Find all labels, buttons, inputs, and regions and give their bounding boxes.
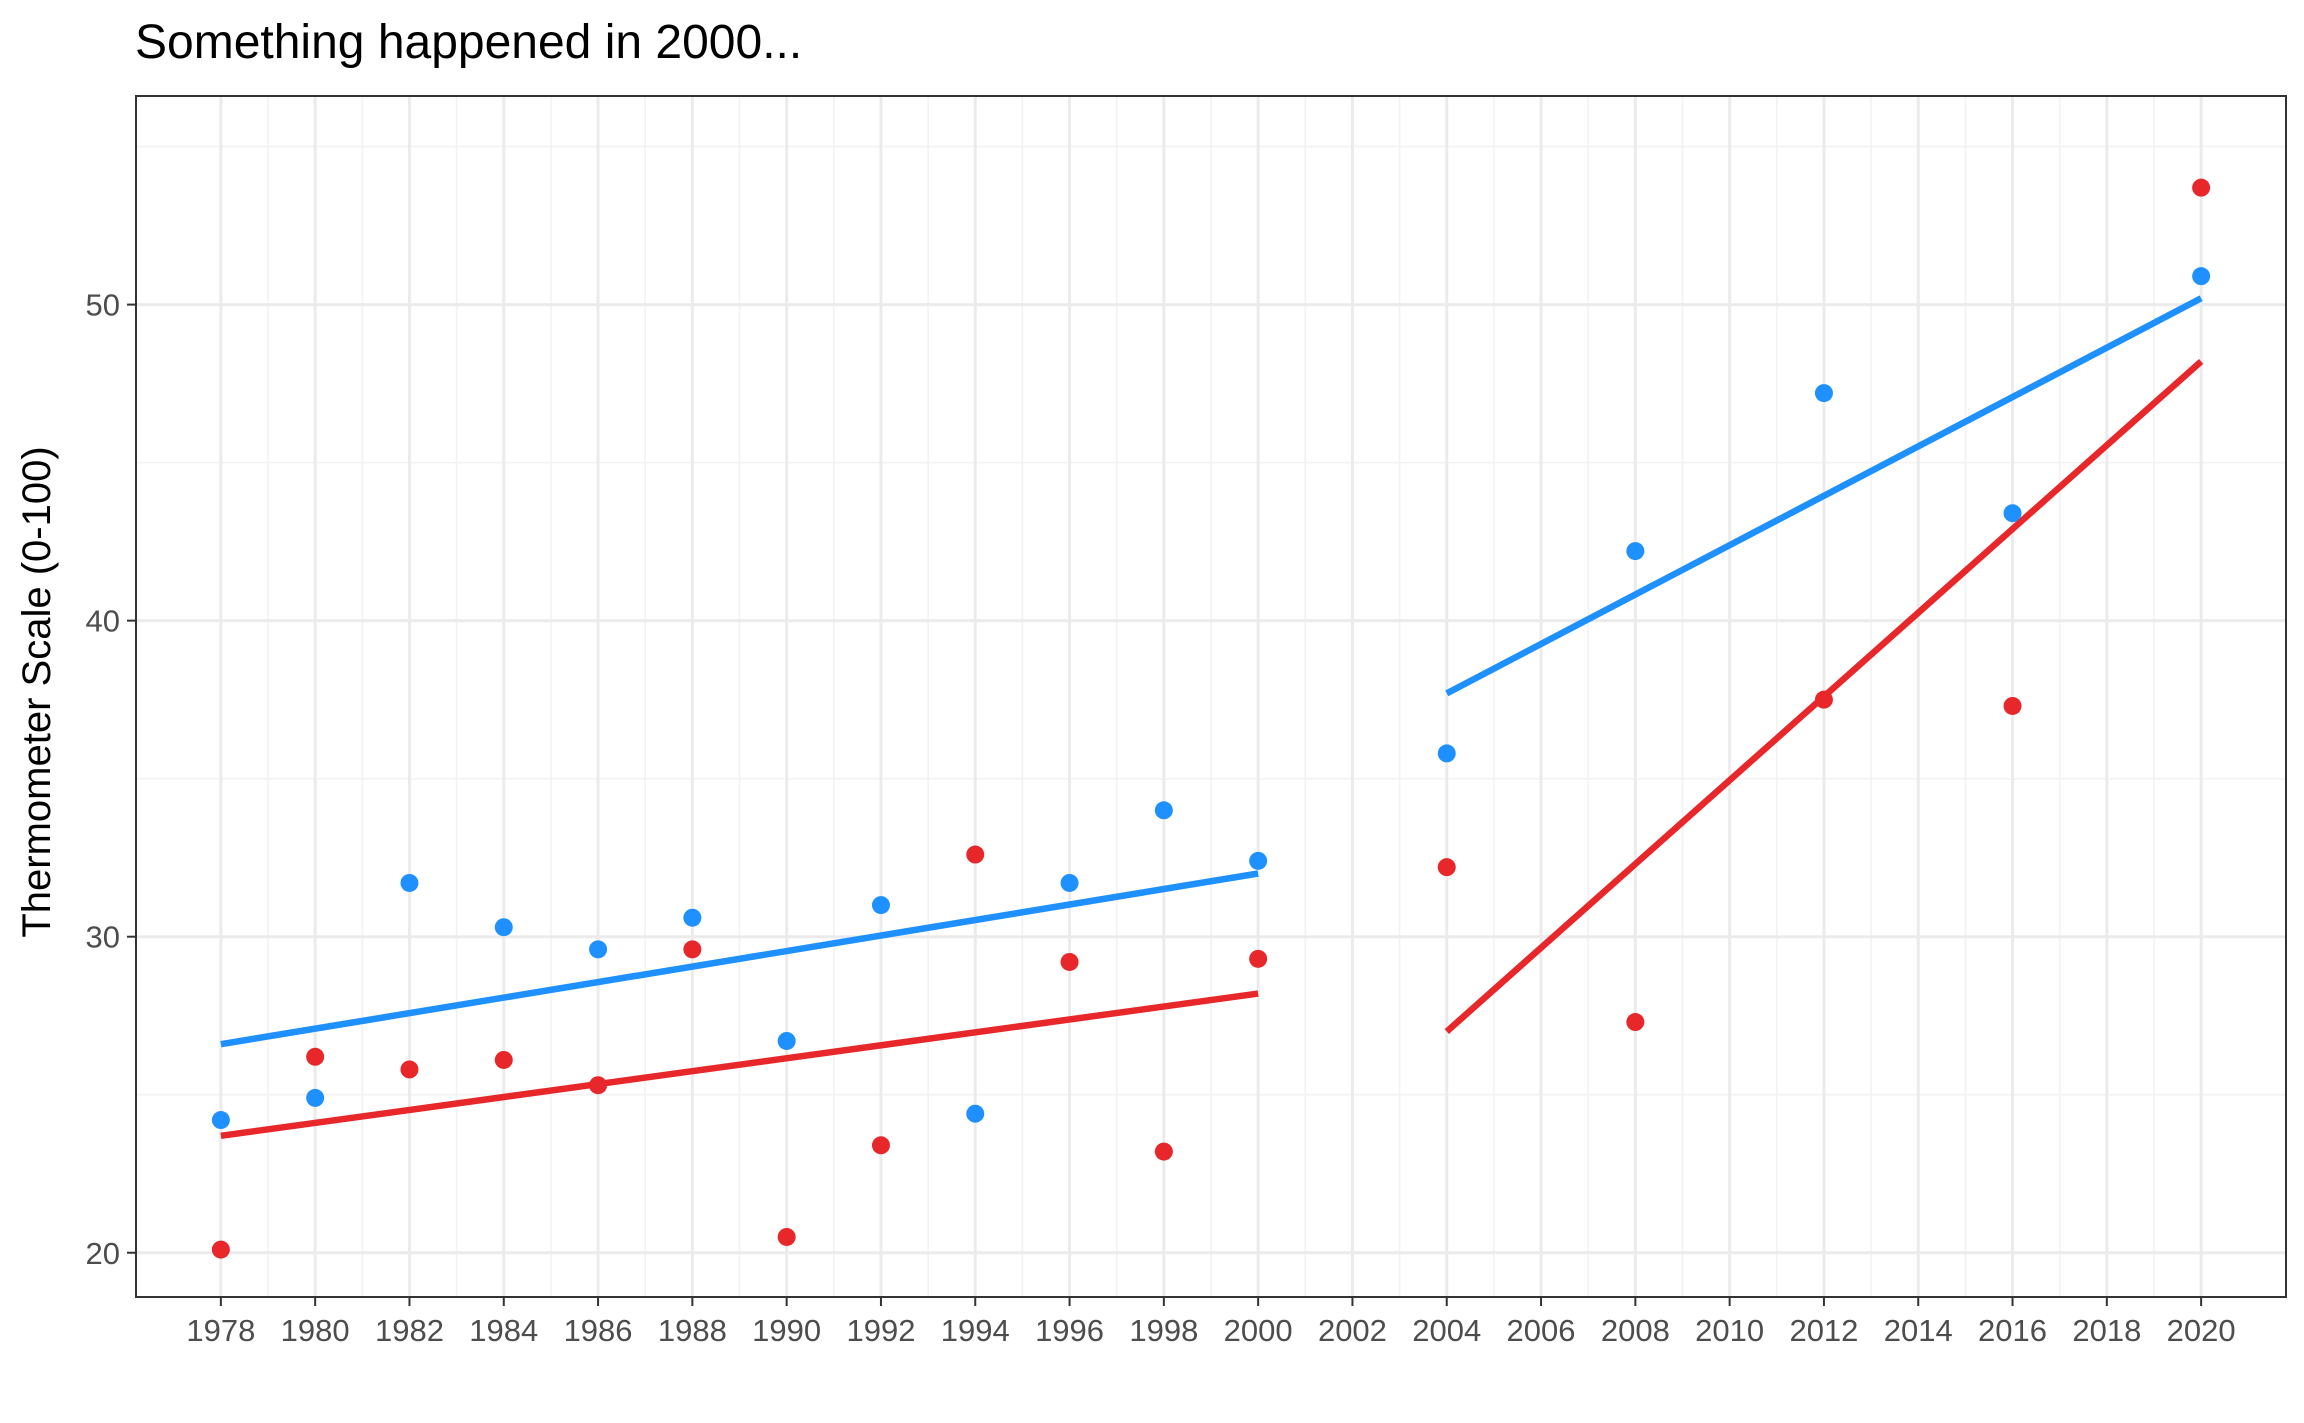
data-point [777, 1227, 796, 1246]
y-axis: 20 30 40 50 [86, 288, 136, 1271]
data-point [683, 940, 702, 959]
data-point [1437, 858, 1456, 877]
data-point [211, 1111, 230, 1130]
data-point [1437, 744, 1456, 763]
x-tick-label: 2010 [1695, 1313, 1764, 1348]
data-point [1626, 542, 1645, 561]
x-tick-label: 2004 [1412, 1313, 1481, 1348]
data-point [1814, 690, 1833, 709]
trend-line [220, 990, 1259, 1140]
data-point [2192, 178, 2211, 197]
data-point [589, 1076, 608, 1095]
data-point [211, 1240, 230, 1259]
x-tick-label: 2014 [1884, 1313, 1953, 1348]
x-tick-label: 1984 [469, 1313, 538, 1348]
x-tick-label: 1988 [658, 1313, 727, 1348]
y-tick-label: 20 [86, 1236, 120, 1271]
data-point [1814, 384, 1833, 403]
data-point [306, 1088, 325, 1107]
data-point [966, 845, 985, 864]
x-tick-label: 1998 [1129, 1313, 1198, 1348]
plot-panel [135, 95, 2287, 1298]
data-point [1060, 952, 1079, 971]
data-point [306, 1047, 325, 1066]
trend-line [1445, 295, 2203, 697]
data-point [871, 896, 890, 915]
data-point [494, 918, 513, 937]
x-tick-label: 1980 [281, 1313, 350, 1348]
x-tick-label: 2008 [1601, 1313, 1670, 1348]
data-point [494, 1050, 513, 1069]
x-tick-label: 2018 [2072, 1313, 2141, 1348]
x-tick-label: 1986 [564, 1313, 633, 1348]
y-tick-label: 30 [86, 920, 120, 955]
x-tick-label: 1994 [941, 1313, 1010, 1348]
data-point [1060, 873, 1079, 892]
x-tick-label: 2000 [1224, 1313, 1293, 1348]
data-point [777, 1031, 796, 1050]
x-tick-label: 1990 [752, 1313, 821, 1348]
x-tick-label: 1992 [846, 1313, 915, 1348]
x-axis: 1978 1980 1982 1984 1986 1988 1990 1992 1994 1996… [186, 1297, 2236, 1348]
y-axis-label: Thermometer Scale (0-100) [15, 446, 59, 937]
data-point [400, 873, 419, 892]
x-tick-label: 1996 [1035, 1313, 1104, 1348]
x-tick-label: 2006 [1507, 1313, 1576, 1348]
x-tick-label: 2016 [1978, 1313, 2047, 1348]
data-point [1626, 1013, 1645, 1032]
data-point [683, 908, 702, 927]
data-point [2192, 267, 2211, 286]
chart-title: Something happened in 2000... [135, 16, 802, 69]
data-points [211, 178, 2211, 1259]
data-point [871, 1136, 890, 1155]
y-tick-label: 50 [86, 288, 120, 323]
x-tick-label: 2012 [1789, 1313, 1858, 1348]
x-tick-label: 1982 [375, 1313, 444, 1348]
x-tick-label: 1978 [186, 1313, 255, 1348]
data-point [2003, 696, 2022, 715]
data-point [1249, 949, 1268, 968]
x-tick-label: 2020 [2167, 1313, 2236, 1348]
data-point [400, 1060, 419, 1079]
data-point [2003, 504, 2022, 523]
grid [136, 96, 2286, 1297]
data-point [966, 1104, 985, 1123]
data-point [589, 940, 608, 959]
data-point [1154, 1142, 1173, 1161]
data-point [1154, 801, 1173, 820]
data-point [1249, 851, 1268, 870]
y-tick-label: 40 [86, 604, 120, 639]
trend-line [220, 870, 1259, 1048]
x-tick-label: 2002 [1318, 1313, 1387, 1348]
